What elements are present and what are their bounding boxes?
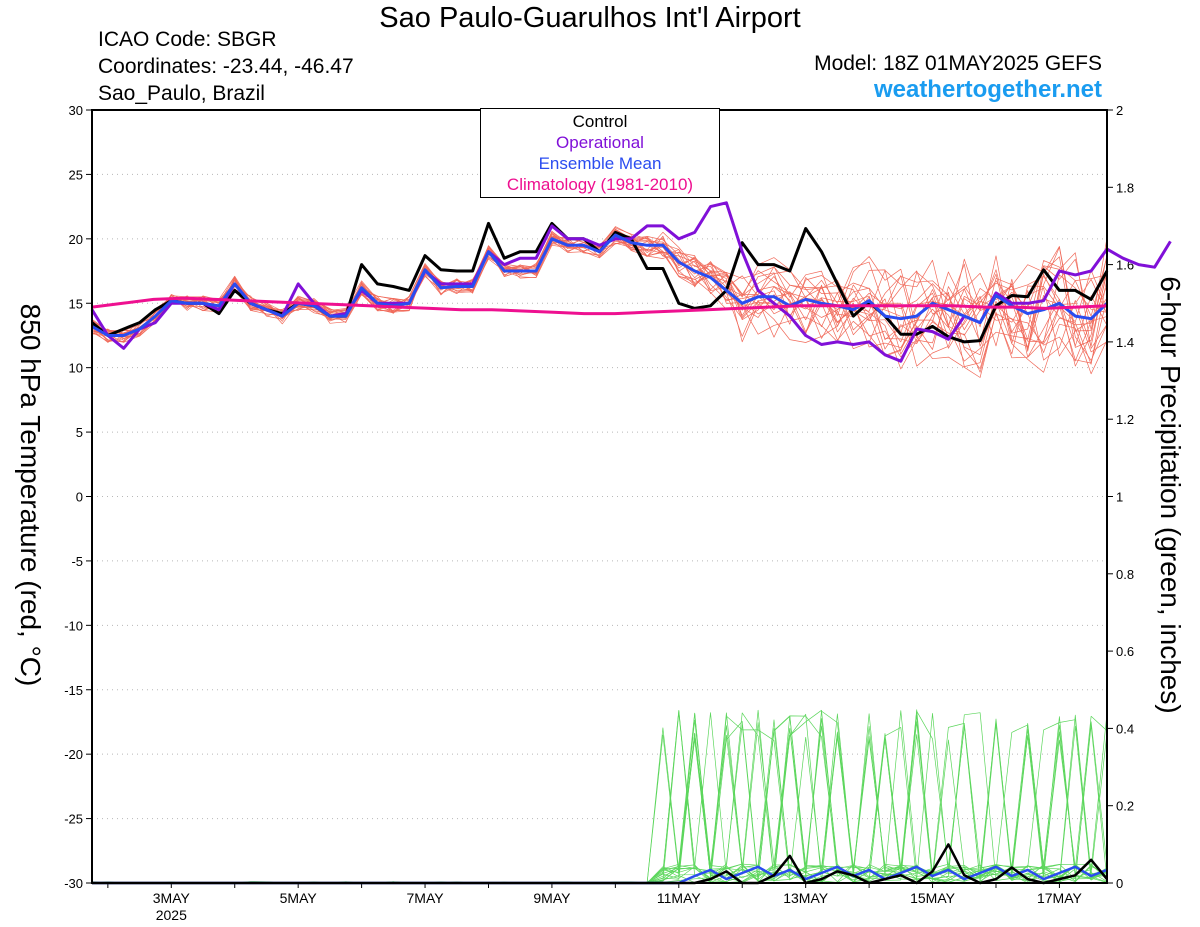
- y2-tick-label: 1.4: [1116, 335, 1134, 350]
- x-tick-label: 11MAY: [657, 890, 701, 906]
- y-tick-label: 25: [69, 167, 83, 182]
- model-run: Model: 18Z 01MAY2025 GEFS: [814, 52, 1102, 75]
- y2-tick-label: 1: [1116, 490, 1123, 505]
- y2-tick-label: 1.8: [1116, 180, 1134, 195]
- y2-tick-label: 1.2: [1116, 412, 1134, 427]
- y-tick-label: -5: [71, 554, 83, 569]
- x-tick-sublabel: 2025: [156, 907, 187, 923]
- y-tick-label: 20: [69, 232, 83, 247]
- legend-ensemble-mean: Ensemble Mean: [538, 154, 662, 173]
- y-tick-label: -10: [64, 618, 83, 633]
- x-tick-label: 17MAY: [1037, 890, 1083, 906]
- icao-code: ICAO Code: SBGR: [98, 28, 277, 51]
- control-temp-line: [91, 221, 1109, 344]
- site-link[interactable]: weathertogether.net: [873, 76, 1102, 103]
- y2-tick-label: 0.2: [1116, 799, 1134, 814]
- member-temp-line: [91, 233, 1108, 353]
- member-temp-line: [91, 234, 1108, 341]
- y-tick-label: 0: [76, 490, 83, 505]
- legend-control: Control: [572, 112, 628, 131]
- y2-tick-label: 0.4: [1116, 721, 1134, 736]
- y-tick-label: -15: [64, 683, 83, 698]
- y2-tick-label: 0: [1116, 876, 1123, 891]
- y2-tick-label: 0.8: [1116, 567, 1134, 582]
- climatology-line: [91, 296, 1108, 316]
- y-tick-label: 30: [69, 103, 83, 118]
- coordinates: Coordinates: -23.44, -46.47: [98, 55, 354, 78]
- y-tick-label: -25: [64, 812, 83, 827]
- y-tick-label: 10: [69, 361, 83, 376]
- operational-temp-line: [90, 201, 1172, 363]
- legend-climatology: Climatology (1981-2010): [506, 175, 694, 194]
- y2-tick-label: 2: [1116, 103, 1123, 118]
- x-tick-label: 5MAY: [280, 890, 318, 906]
- x-tick-label: 15MAY: [910, 890, 956, 906]
- y-tick-label: 5: [76, 425, 83, 440]
- x-tick-label: 9MAY: [533, 890, 571, 906]
- chart-title: Sao Paulo-Guarulhos Int'l Airport: [379, 2, 801, 34]
- y-tick-label: -20: [64, 747, 83, 762]
- location: Sao_Paulo, Brazil: [98, 82, 265, 105]
- y-axis-label: 850 hPa Temperature (red, °C): [15, 303, 46, 687]
- legend-operational: Operational: [556, 133, 644, 152]
- chart-legend: Control Operational Ensemble Mean Climat…: [480, 108, 720, 198]
- x-tick-label: 13MAY: [783, 890, 829, 906]
- y-tick-label: -30: [64, 876, 83, 891]
- member-temp-line: [91, 237, 1108, 378]
- plot-frame: [91, 109, 1108, 884]
- member-temp-line: [91, 228, 1108, 370]
- y2-axis-label: 6-hour Precipitation (green, inches): [1155, 276, 1186, 714]
- x-tick-label: 7MAY: [407, 890, 445, 906]
- x-tick-label: 3MAY: [153, 890, 191, 906]
- y-tick-label: 15: [69, 296, 83, 311]
- y2-tick-label: 0.6: [1116, 644, 1134, 659]
